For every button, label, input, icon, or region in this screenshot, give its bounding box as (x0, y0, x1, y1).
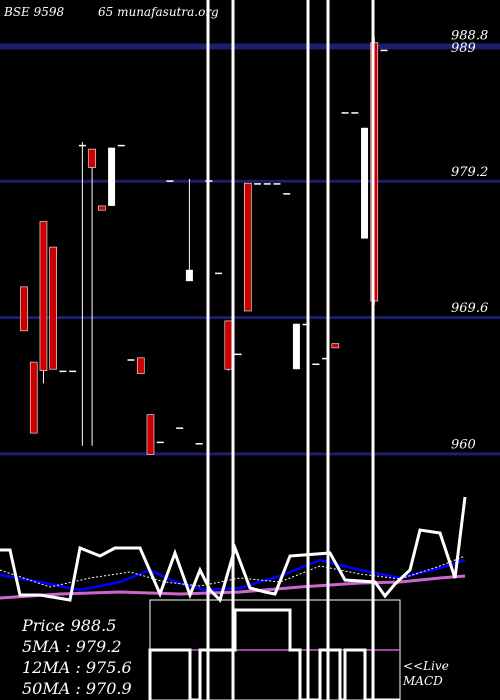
candle-body (117, 144, 125, 147)
candle-body (29, 361, 38, 434)
candle-body (273, 183, 281, 185)
candle-body (20, 286, 28, 332)
candle-body (69, 370, 77, 373)
ma-long-line (0, 574, 466, 600)
candle-body (49, 246, 57, 370)
candle-body (59, 370, 67, 373)
candle-body (215, 272, 223, 275)
candle-body (302, 323, 310, 326)
indicator-layer (0, 0, 467, 700)
candle-body (361, 127, 369, 239)
candle-body (283, 193, 291, 195)
stat-label-12ma: 12MA : 975.6 (22, 658, 132, 677)
candle-body (176, 427, 184, 429)
candle-body (243, 182, 252, 312)
symbol-text: BSE 9598 (3, 5, 65, 19)
price-line (0, 496, 467, 603)
stat-label-price: Price : 988.5 (21, 616, 116, 635)
candle-body (331, 343, 340, 349)
ma-mid-line (0, 555, 466, 588)
candle-body (185, 269, 193, 282)
candle-body (166, 180, 174, 182)
candle-body (322, 357, 330, 360)
candle-body (380, 49, 388, 52)
label-layer: BSE 9598 65 munafasutra.org 989 Price : … (3, 5, 476, 698)
price-gridline (0, 316, 500, 320)
candle-body (351, 112, 359, 114)
price-level-label: 988.8 (451, 28, 488, 43)
price-level-label: 960 (451, 437, 476, 452)
candle-body (127, 359, 135, 361)
site-text: 65 munafasutra.org (98, 5, 219, 19)
macd-label-live: <<Live (403, 659, 449, 673)
candle-body (224, 320, 233, 370)
candle-body (136, 357, 145, 374)
candle-body (263, 183, 271, 185)
grid-layer: 988.8 979.2 969.6 960 (0, 28, 500, 456)
stat-label-50ma: 50MA : 970.9 (22, 679, 132, 698)
price-gridline (0, 452, 500, 456)
price-level-label: 979.2 (451, 165, 488, 180)
candle-body (254, 183, 262, 185)
stat-label-5ma: 5MA : 979.2 (22, 637, 122, 656)
candle-body (146, 414, 155, 455)
candle-body (39, 221, 48, 371)
candle-body (292, 323, 300, 370)
candle-body (78, 144, 86, 147)
candle-body (108, 147, 116, 206)
candle-layer (20, 36, 388, 455)
candle-body (88, 148, 96, 168)
candle-body (341, 112, 349, 114)
price-gridline (0, 43, 500, 50)
candle-body (312, 363, 320, 366)
price-gridline (0, 179, 500, 183)
macd-label-name: MACD (402, 674, 443, 688)
candle-body (195, 443, 203, 445)
candle-body (234, 353, 242, 356)
price-level-label: 969.6 (451, 301, 488, 316)
candle-body (156, 441, 164, 444)
price-top-label: 989 (451, 41, 476, 56)
candle-body (98, 205, 106, 211)
macd-line (148, 608, 400, 700)
